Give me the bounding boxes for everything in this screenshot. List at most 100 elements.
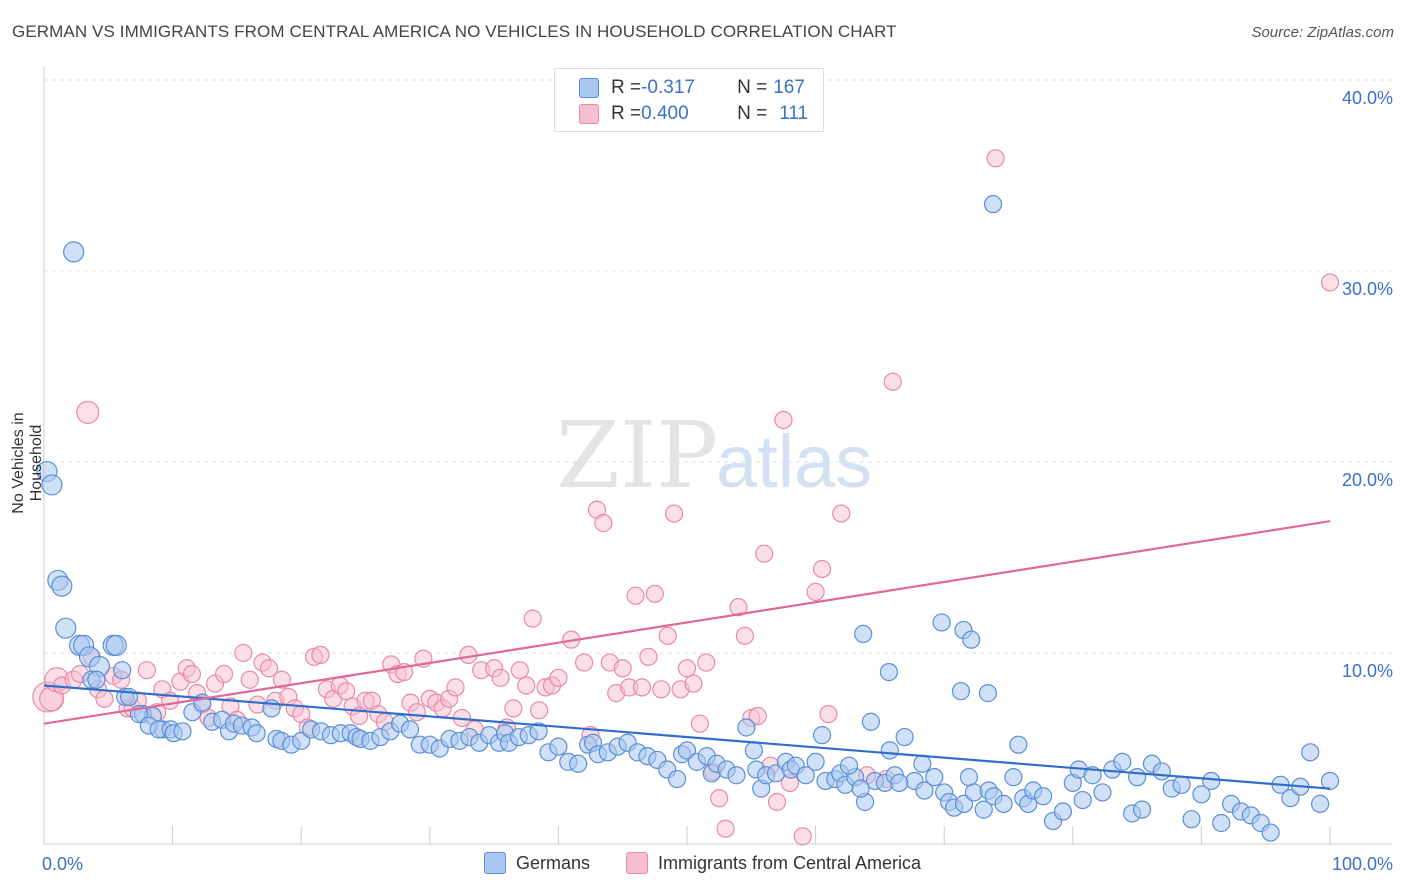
point-immigrants bbox=[575, 653, 594, 672]
point-immigrants bbox=[446, 678, 465, 697]
point-germans bbox=[932, 613, 951, 632]
point-germans bbox=[744, 741, 763, 760]
y-tick-label: 10.0% bbox=[1342, 661, 1393, 681]
point-immigrants bbox=[710, 789, 729, 808]
point-germans bbox=[1009, 735, 1028, 754]
point-germans bbox=[959, 768, 979, 787]
point-germans bbox=[55, 617, 77, 639]
point-immigrants bbox=[337, 682, 356, 701]
point-germans bbox=[1212, 813, 1231, 833]
stats-legend: R = -0.317 N = 167 R = 0.400 N = 111 bbox=[554, 68, 824, 132]
point-germans bbox=[951, 682, 971, 701]
point-germans bbox=[1172, 775, 1191, 794]
watermark-zip: ZIP bbox=[556, 402, 718, 509]
point-immigrants bbox=[793, 827, 812, 846]
point-germans bbox=[677, 741, 697, 760]
point-immigrants bbox=[716, 819, 735, 838]
legend-item-immigrants[interactable]: Immigrants from Central America bbox=[626, 852, 921, 874]
point-germans bbox=[796, 766, 815, 785]
legend-row-germans: R = -0.317 N = 167 bbox=[579, 76, 805, 100]
point-germans bbox=[1113, 752, 1132, 771]
point-germans bbox=[529, 722, 548, 741]
point-germans bbox=[1192, 785, 1211, 804]
point-immigrants bbox=[95, 689, 114, 708]
point-germans bbox=[1034, 787, 1053, 806]
point-immigrants bbox=[774, 410, 793, 430]
point-germans bbox=[113, 661, 132, 680]
point-immigrants bbox=[517, 676, 536, 695]
point-germans bbox=[1202, 771, 1221, 791]
point-germans bbox=[1182, 810, 1201, 829]
blue-points bbox=[36, 195, 1340, 842]
point-germans bbox=[1261, 823, 1280, 842]
point-immigrants bbox=[690, 714, 709, 733]
point-immigrants bbox=[806, 582, 825, 601]
point-immigrants bbox=[530, 701, 549, 720]
point-germans bbox=[861, 712, 880, 731]
legend-n-label: N = bbox=[737, 77, 768, 98]
gridlines bbox=[44, 79, 1392, 654]
point-immigrants bbox=[240, 670, 259, 689]
legend-r-label: R = bbox=[611, 103, 642, 124]
legend-swatch-blue bbox=[579, 78, 599, 98]
watermark-atlas: atlas bbox=[716, 420, 872, 503]
point-immigrants bbox=[986, 149, 1005, 168]
point-germans bbox=[1004, 768, 1023, 787]
legend-r-value: -0.317 bbox=[641, 77, 695, 98]
y-tick-label: 20.0% bbox=[1342, 470, 1393, 490]
y-tick-label: 30.0% bbox=[1342, 279, 1393, 299]
point-immigrants bbox=[491, 668, 510, 687]
point-immigrants bbox=[755, 544, 774, 563]
point-germans bbox=[978, 684, 998, 703]
point-immigrants bbox=[234, 643, 253, 663]
point-immigrants bbox=[214, 664, 234, 684]
point-germans bbox=[954, 794, 974, 813]
point-immigrants bbox=[510, 661, 529, 680]
point-germans bbox=[806, 752, 825, 771]
point-germans bbox=[1127, 768, 1147, 787]
trendline-germans bbox=[43, 684, 1331, 790]
source-label: Source: ZipAtlas.com bbox=[1251, 24, 1394, 41]
point-immigrants bbox=[549, 668, 568, 687]
point-immigrants bbox=[407, 703, 427, 722]
legend-n-value: 111 bbox=[779, 103, 809, 124]
legend-swatch-germans bbox=[484, 852, 506, 874]
point-germans bbox=[851, 779, 870, 798]
point-germans bbox=[41, 474, 63, 496]
point-germans bbox=[983, 195, 1003, 214]
y-tick-label: 40.0% bbox=[1342, 88, 1393, 108]
point-immigrants bbox=[665, 504, 684, 523]
point-germans bbox=[974, 800, 993, 819]
point-germans bbox=[879, 662, 899, 682]
legend-r-value: 0.400 bbox=[641, 103, 689, 124]
trendline-immigrants bbox=[43, 520, 1331, 725]
point-germans bbox=[1093, 783, 1112, 802]
point-immigrants bbox=[137, 661, 156, 680]
axes bbox=[43, 66, 1392, 845]
point-germans bbox=[962, 630, 981, 649]
point-immigrants bbox=[652, 680, 671, 699]
point-germans bbox=[895, 727, 914, 747]
point-immigrants bbox=[1320, 273, 1340, 292]
legend-label-immigrants: Immigrants from Central America bbox=[658, 852, 922, 873]
point-immigrants bbox=[645, 584, 664, 603]
point-germans bbox=[549, 737, 568, 756]
point-germans bbox=[569, 754, 588, 773]
legend-label-germans: Germans bbox=[516, 852, 591, 873]
legend-item-germans[interactable]: Germans bbox=[484, 852, 590, 874]
point-germans bbox=[1132, 800, 1152, 819]
point-immigrants bbox=[677, 659, 697, 678]
point-immigrants bbox=[272, 670, 292, 689]
point-immigrants bbox=[76, 400, 100, 424]
point-immigrants bbox=[767, 792, 787, 812]
point-immigrants bbox=[626, 586, 645, 605]
point-germans bbox=[105, 634, 127, 656]
point-germans bbox=[727, 766, 746, 785]
point-germans bbox=[890, 773, 909, 792]
legend-n-value: 167 bbox=[773, 77, 805, 98]
point-germans bbox=[1320, 771, 1340, 791]
point-immigrants bbox=[311, 645, 330, 665]
point-immigrants bbox=[504, 699, 523, 718]
point-germans bbox=[994, 794, 1013, 813]
